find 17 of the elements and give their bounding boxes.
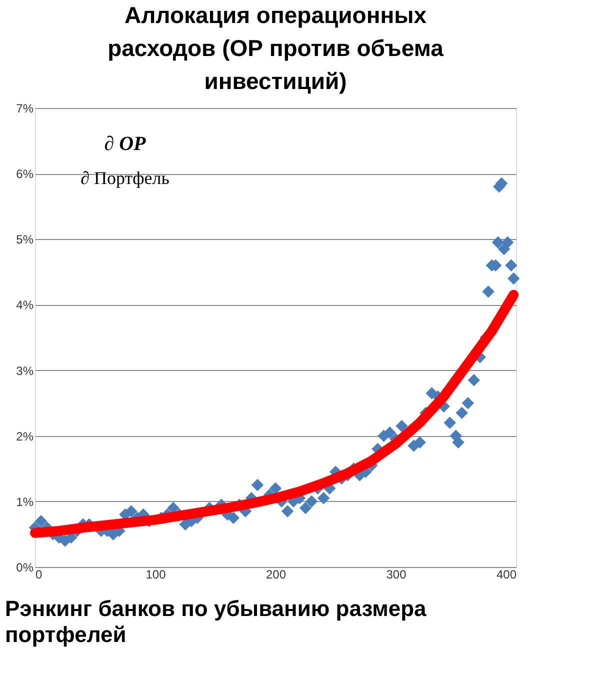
y-tick-label: 2% <box>16 429 34 444</box>
y-tick-label: 0% <box>16 560 34 574</box>
x-tick-label: 300 <box>386 568 407 582</box>
chart-title: Аллокация операционных расходов (ОР против объема инвестиций) <box>108 2 444 94</box>
y-tick-label: 3% <box>16 364 34 378</box>
x-tick-label: 200 <box>266 568 286 582</box>
y-tick-label: 7% <box>16 102 34 116</box>
y-tick-label: 6% <box>16 167 34 182</box>
x-tick-label: 100 <box>146 568 166 582</box>
y-tick-label: 5% <box>16 232 34 247</box>
x-tick-label: 0 <box>36 568 42 582</box>
annotation: ∂ OP <box>104 133 147 155</box>
y-tick-label: 4% <box>16 298 34 312</box>
y-tick-label: 1% <box>16 494 34 509</box>
annotation: ∂ Портфель <box>80 168 170 188</box>
x-axis-title: Рэнкинг банков по убыванию размера портфелей <box>5 596 428 647</box>
x-tick-label: 400 <box>496 568 517 582</box>
